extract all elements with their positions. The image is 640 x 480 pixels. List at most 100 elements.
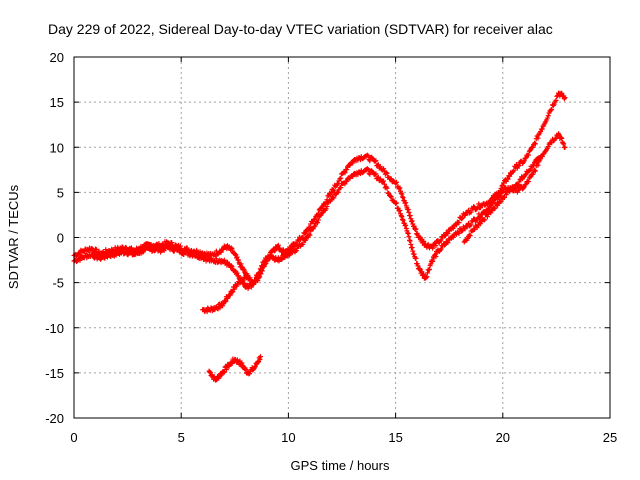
data-point	[279, 256, 285, 262]
x-tick-label: 20	[496, 430, 510, 445]
data-point	[442, 232, 448, 238]
data-point	[403, 222, 409, 228]
data-point	[535, 135, 541, 141]
data-point	[156, 240, 162, 246]
data-point	[558, 135, 564, 141]
y-tick-label: 5	[57, 185, 64, 200]
data-point	[393, 200, 399, 206]
data-point	[411, 251, 417, 257]
data-point	[373, 158, 379, 164]
data-point	[477, 215, 483, 221]
data-point	[387, 176, 393, 182]
data-point	[243, 275, 249, 281]
data-point	[306, 224, 312, 230]
data-point	[319, 204, 325, 210]
data-point	[421, 238, 427, 244]
x-axis-label: GPS time / hours	[291, 458, 390, 473]
data-point	[230, 289, 236, 295]
data-point	[259, 263, 265, 269]
data-point	[438, 237, 444, 243]
data-point	[93, 246, 99, 252]
data-point	[489, 201, 495, 207]
data-point	[517, 177, 523, 183]
data-point	[324, 203, 330, 209]
data-point	[455, 230, 461, 236]
data-point	[218, 249, 224, 255]
data-point	[342, 170, 348, 176]
data-point	[336, 178, 342, 184]
data-point	[238, 261, 244, 267]
data-point	[538, 129, 544, 135]
data-point	[467, 233, 473, 239]
data-point	[395, 205, 401, 211]
data-point	[424, 274, 430, 280]
data-point	[327, 198, 333, 204]
data-point	[241, 266, 247, 272]
data-point	[335, 189, 341, 195]
data-point	[364, 152, 370, 158]
data-point	[164, 243, 170, 249]
data-point	[96, 253, 102, 259]
data-point	[275, 242, 281, 248]
chart-title: Day 229 of 2022, Sidereal Day-to-day VTE…	[48, 21, 553, 37]
data-point	[113, 252, 119, 258]
data-point	[459, 216, 465, 222]
data-point	[344, 167, 350, 173]
data-point	[361, 155, 367, 161]
data-point	[441, 233, 447, 239]
data-point	[532, 141, 538, 147]
data-point	[381, 178, 387, 184]
data-point	[312, 216, 318, 222]
data-point	[559, 90, 565, 96]
data-point	[482, 217, 488, 223]
data-point	[302, 230, 308, 236]
data-point	[307, 232, 313, 238]
data-point	[367, 158, 373, 164]
data-point	[169, 244, 175, 250]
data-point	[403, 200, 409, 206]
y-tick-label: -15	[45, 366, 64, 381]
data-point	[409, 218, 415, 224]
data-point	[516, 187, 522, 193]
data-point	[539, 126, 545, 132]
data-point	[545, 113, 551, 119]
series-track-bottom-segment	[206, 354, 264, 383]
data-point	[231, 286, 237, 292]
data-point	[384, 185, 390, 191]
data-point	[456, 220, 462, 226]
data-point	[438, 246, 444, 252]
data-point	[258, 266, 264, 272]
y-tick-label: -5	[52, 276, 64, 291]
data-point	[257, 269, 263, 275]
data-point	[552, 136, 558, 142]
series-track-main-b	[71, 131, 568, 291]
data-point	[194, 251, 200, 257]
data-point	[520, 185, 526, 191]
data-point	[138, 248, 144, 254]
data-point	[381, 166, 387, 172]
data-point	[365, 153, 371, 159]
data-point	[229, 264, 235, 270]
data-point	[456, 230, 462, 236]
data-point	[462, 226, 468, 232]
x-tick-label: 5	[178, 430, 185, 445]
data-point	[546, 110, 552, 116]
y-axis-label: SDTVAR / TECUs	[6, 184, 21, 289]
data-point	[442, 241, 448, 247]
data-point	[476, 201, 482, 207]
data-point	[428, 261, 434, 267]
data-point	[433, 243, 439, 249]
data-point	[312, 223, 318, 229]
data-point	[441, 242, 447, 248]
data-point	[93, 252, 99, 258]
data-point	[257, 356, 263, 362]
data-point	[495, 202, 501, 208]
x-axis-ticks: 0 5 10 15 20 25	[70, 57, 617, 445]
data-point	[421, 271, 427, 277]
data-point	[518, 183, 524, 189]
data-point	[466, 232, 472, 238]
data-point	[177, 247, 183, 253]
data-point	[387, 193, 393, 199]
data-point	[505, 176, 511, 182]
